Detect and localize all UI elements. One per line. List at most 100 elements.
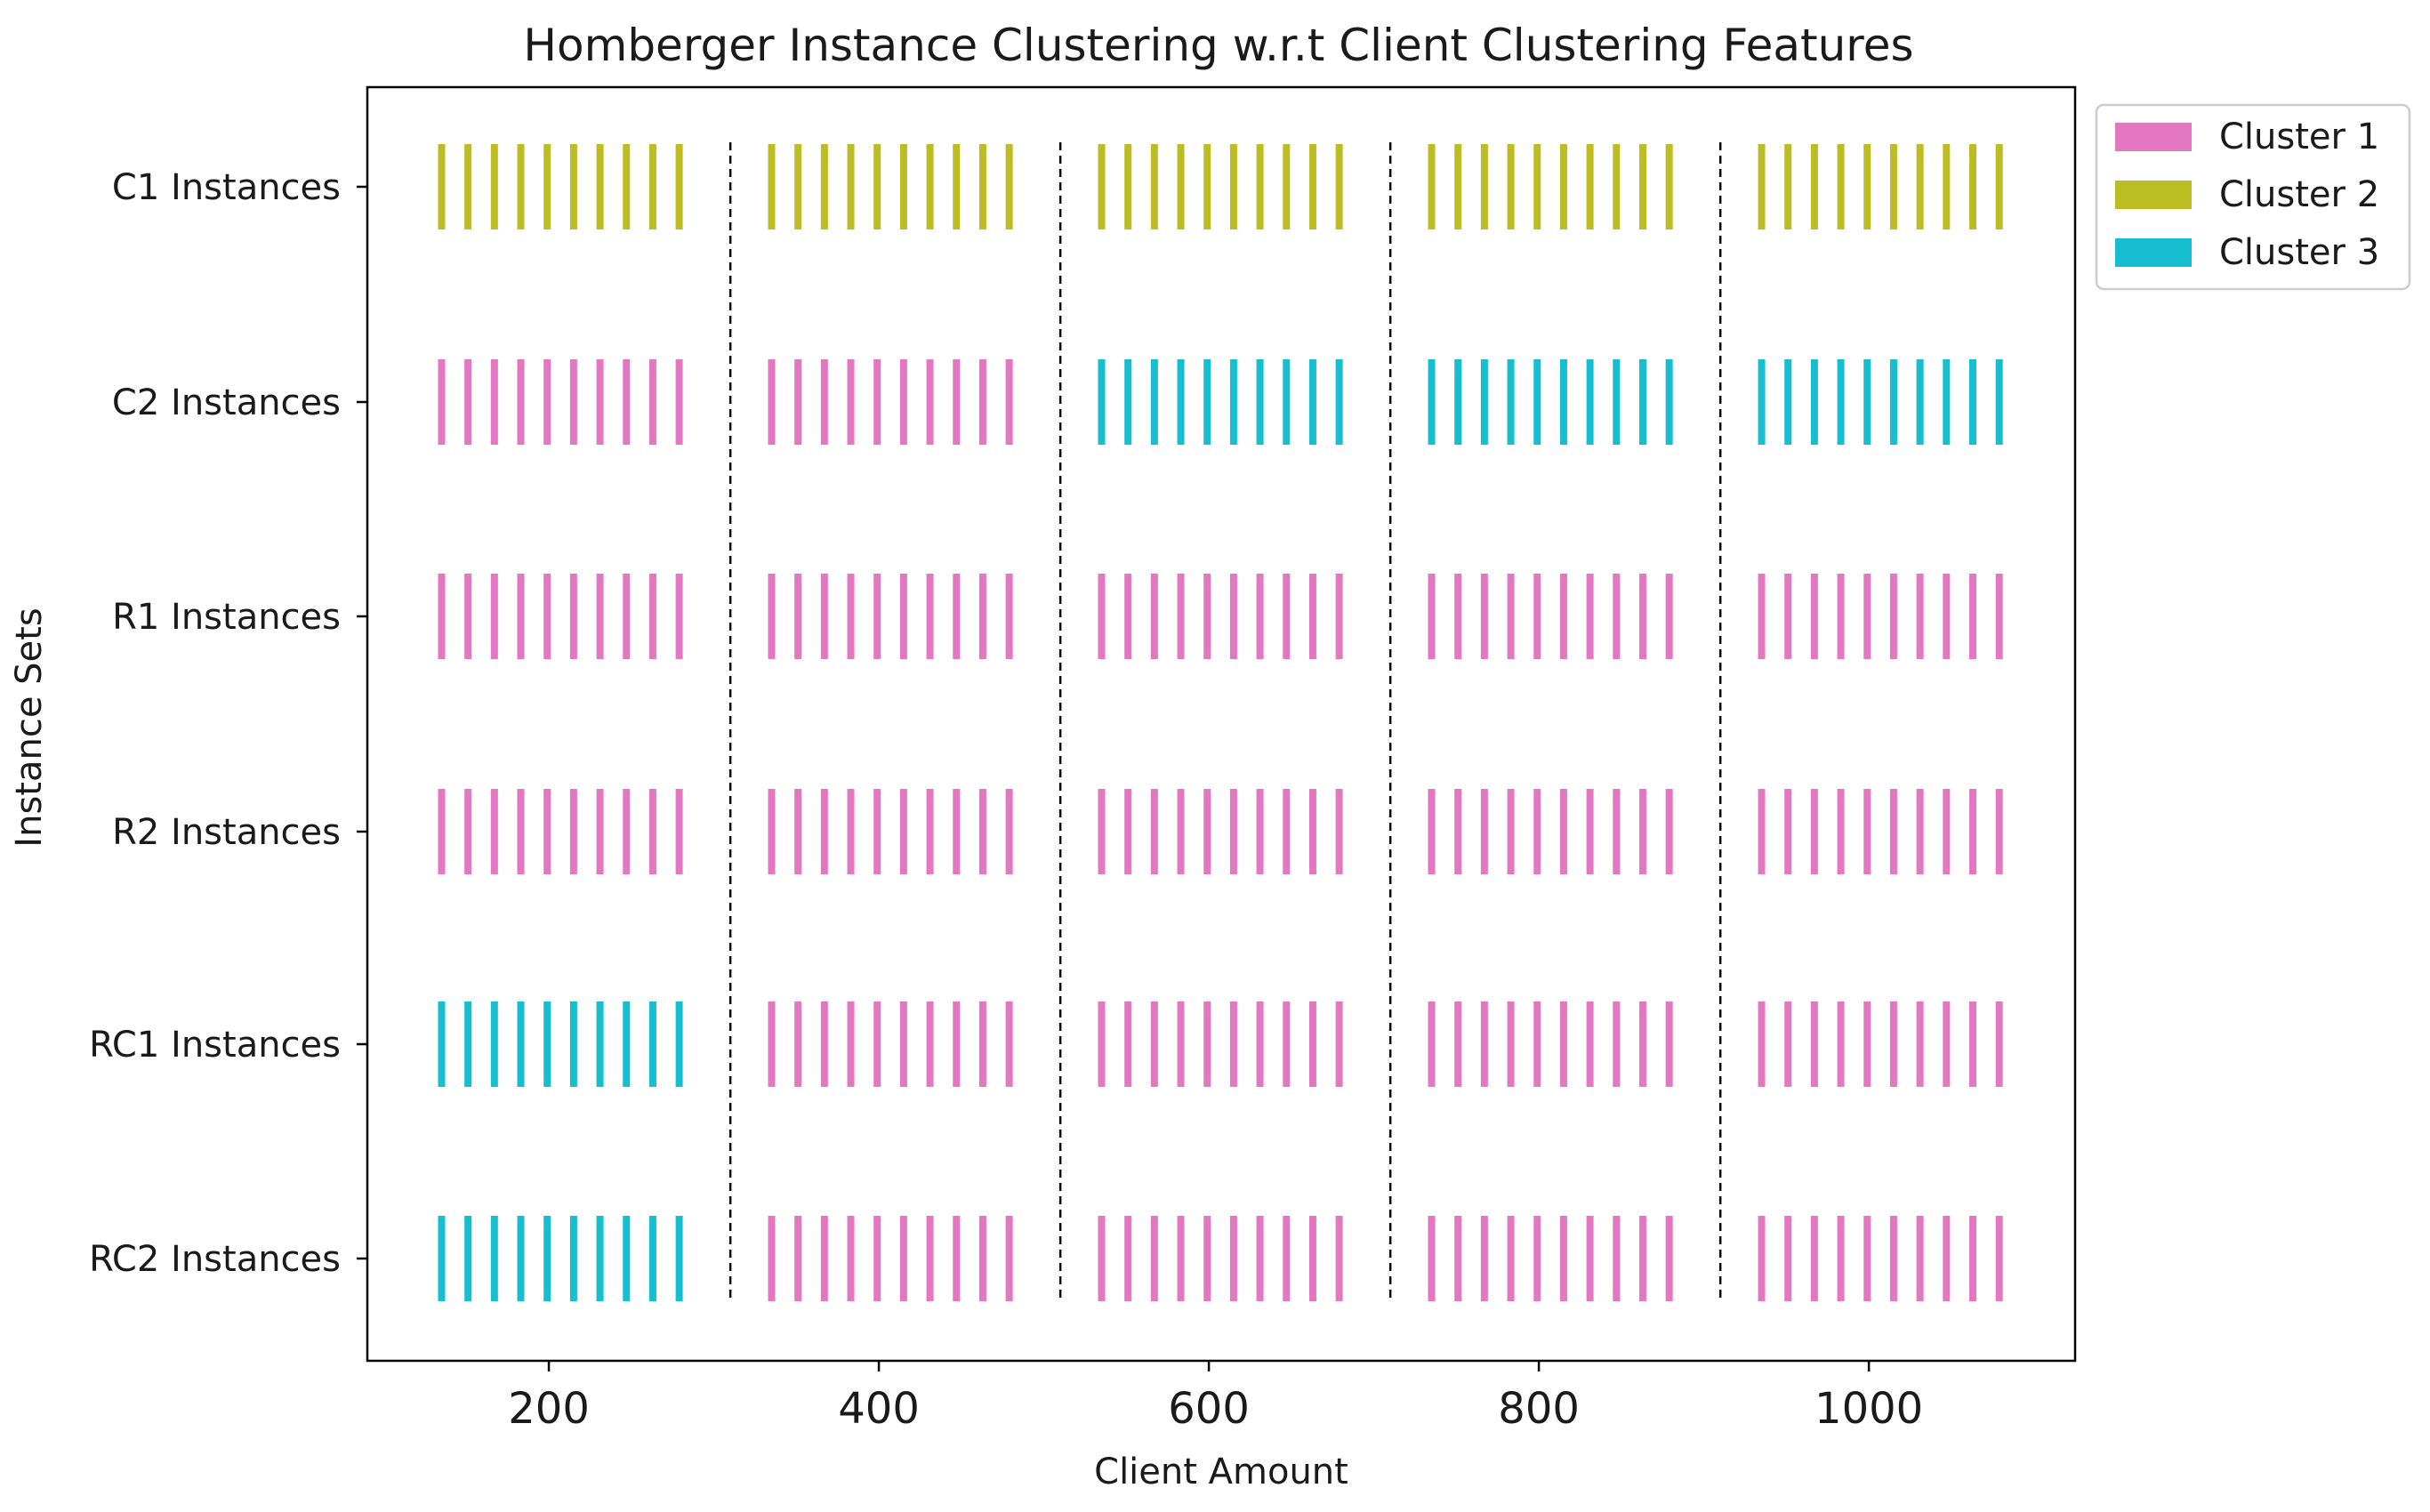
instance-mark [1758,1216,1766,1301]
instance-mark [1124,144,1132,229]
instance-mark [1428,1216,1436,1301]
row-r1-instances [438,574,2003,659]
instance-mark [1533,1001,1541,1087]
instance-mark [1863,144,1871,229]
instance-mark [1968,1001,1976,1087]
legend-swatch [2115,181,2192,209]
instance-mark [543,359,551,445]
instance-mark [899,1216,907,1301]
instance-mark [517,1001,525,1087]
instance-mark [569,789,577,874]
instance-mark [1533,144,1541,229]
instance-mark [1480,1216,1488,1301]
instance-mark [1283,144,1291,229]
instance-mark [438,574,446,659]
plot-marks [438,142,2003,1303]
instance-mark [1283,574,1291,659]
instance-mark [1758,1001,1766,1087]
instance-mark [623,144,631,229]
instance-mark [1559,359,1567,445]
instance-mark [1480,144,1488,229]
y-tick-label: R1 Instances [112,597,341,638]
instance-mark [978,1216,986,1301]
instance-mark [1665,1001,1673,1087]
instance-mark [517,574,525,659]
instance-mark [1968,574,1976,659]
instance-mark [490,789,498,874]
instance-mark [1229,1001,1237,1087]
instance-mark [438,1001,446,1087]
instance-mark [648,789,656,874]
instance-mark [1613,1001,1621,1087]
instance-mark [490,574,498,659]
instance-mark [1005,1216,1013,1301]
legend-label: Cluster 3 [2219,232,2379,273]
instance-mark [873,359,881,445]
instance-mark [1480,789,1488,874]
instance-mark [1308,789,1316,874]
x-tick-label: 400 [838,1384,920,1434]
instance-mark [1889,1216,1897,1301]
instance-mark [1810,144,1818,229]
instance-mark [794,574,802,659]
instance-mark [794,1216,802,1301]
instance-mark [596,144,604,229]
instance-mark [873,789,881,874]
instance-mark [464,789,472,874]
instance-mark [953,574,961,659]
instance-mark [1203,144,1211,229]
instance-mark [1335,144,1343,229]
instance-mark [899,574,907,659]
instance-mark [543,1216,551,1301]
instance-mark [978,574,986,659]
instance-mark [1283,789,1291,874]
row-c2-instances [438,359,2003,445]
instance-mark [1837,574,1845,659]
instance-mark [899,144,907,229]
x-tick-label: 600 [1168,1384,1250,1434]
instance-mark [953,144,961,229]
instance-mark [1810,1001,1818,1087]
instance-mark [820,574,828,659]
instance-mark [768,1216,776,1301]
instance-mark [517,359,525,445]
instance-mark [1784,1216,1792,1301]
instance-mark [1837,359,1845,445]
instance-mark [675,789,683,874]
instance-mark [1784,144,1792,229]
x-tick-label: 1000 [1814,1384,1923,1434]
plot-area-frame [366,85,2077,1363]
legend-label: Cluster 2 [2219,174,2379,215]
instance-mark [1943,574,1951,659]
instance-mark [490,1216,498,1301]
legend-swatch [2115,123,2192,151]
y-tick-label: RC1 Instances [89,1025,341,1066]
instance-mark [490,359,498,445]
instance-mark [517,789,525,874]
instance-mark [675,1001,683,1087]
instance-mark [1916,789,1924,874]
instance-mark [464,1216,472,1301]
instance-mark [1586,1216,1594,1301]
instance-mark [543,1001,551,1087]
instance-mark [1124,574,1132,659]
instance-mark [768,359,776,445]
instance-mark [623,789,631,874]
instance-mark [569,1001,577,1087]
instance-mark [1916,359,1924,445]
instance-mark [1005,1001,1013,1087]
instance-mark [1863,789,1871,874]
y-tick-label: C2 Instances [112,382,341,423]
instance-mark [1638,359,1646,445]
instance-mark [596,574,604,659]
instance-mark [1177,574,1185,659]
instance-mark [794,1001,802,1087]
instance-mark [1507,789,1515,874]
instance-mark [1454,359,1462,445]
instance-mark [1863,359,1871,445]
instance-mark [517,144,525,229]
instance-mark [1810,1216,1818,1301]
instance-mark [1124,1216,1132,1301]
